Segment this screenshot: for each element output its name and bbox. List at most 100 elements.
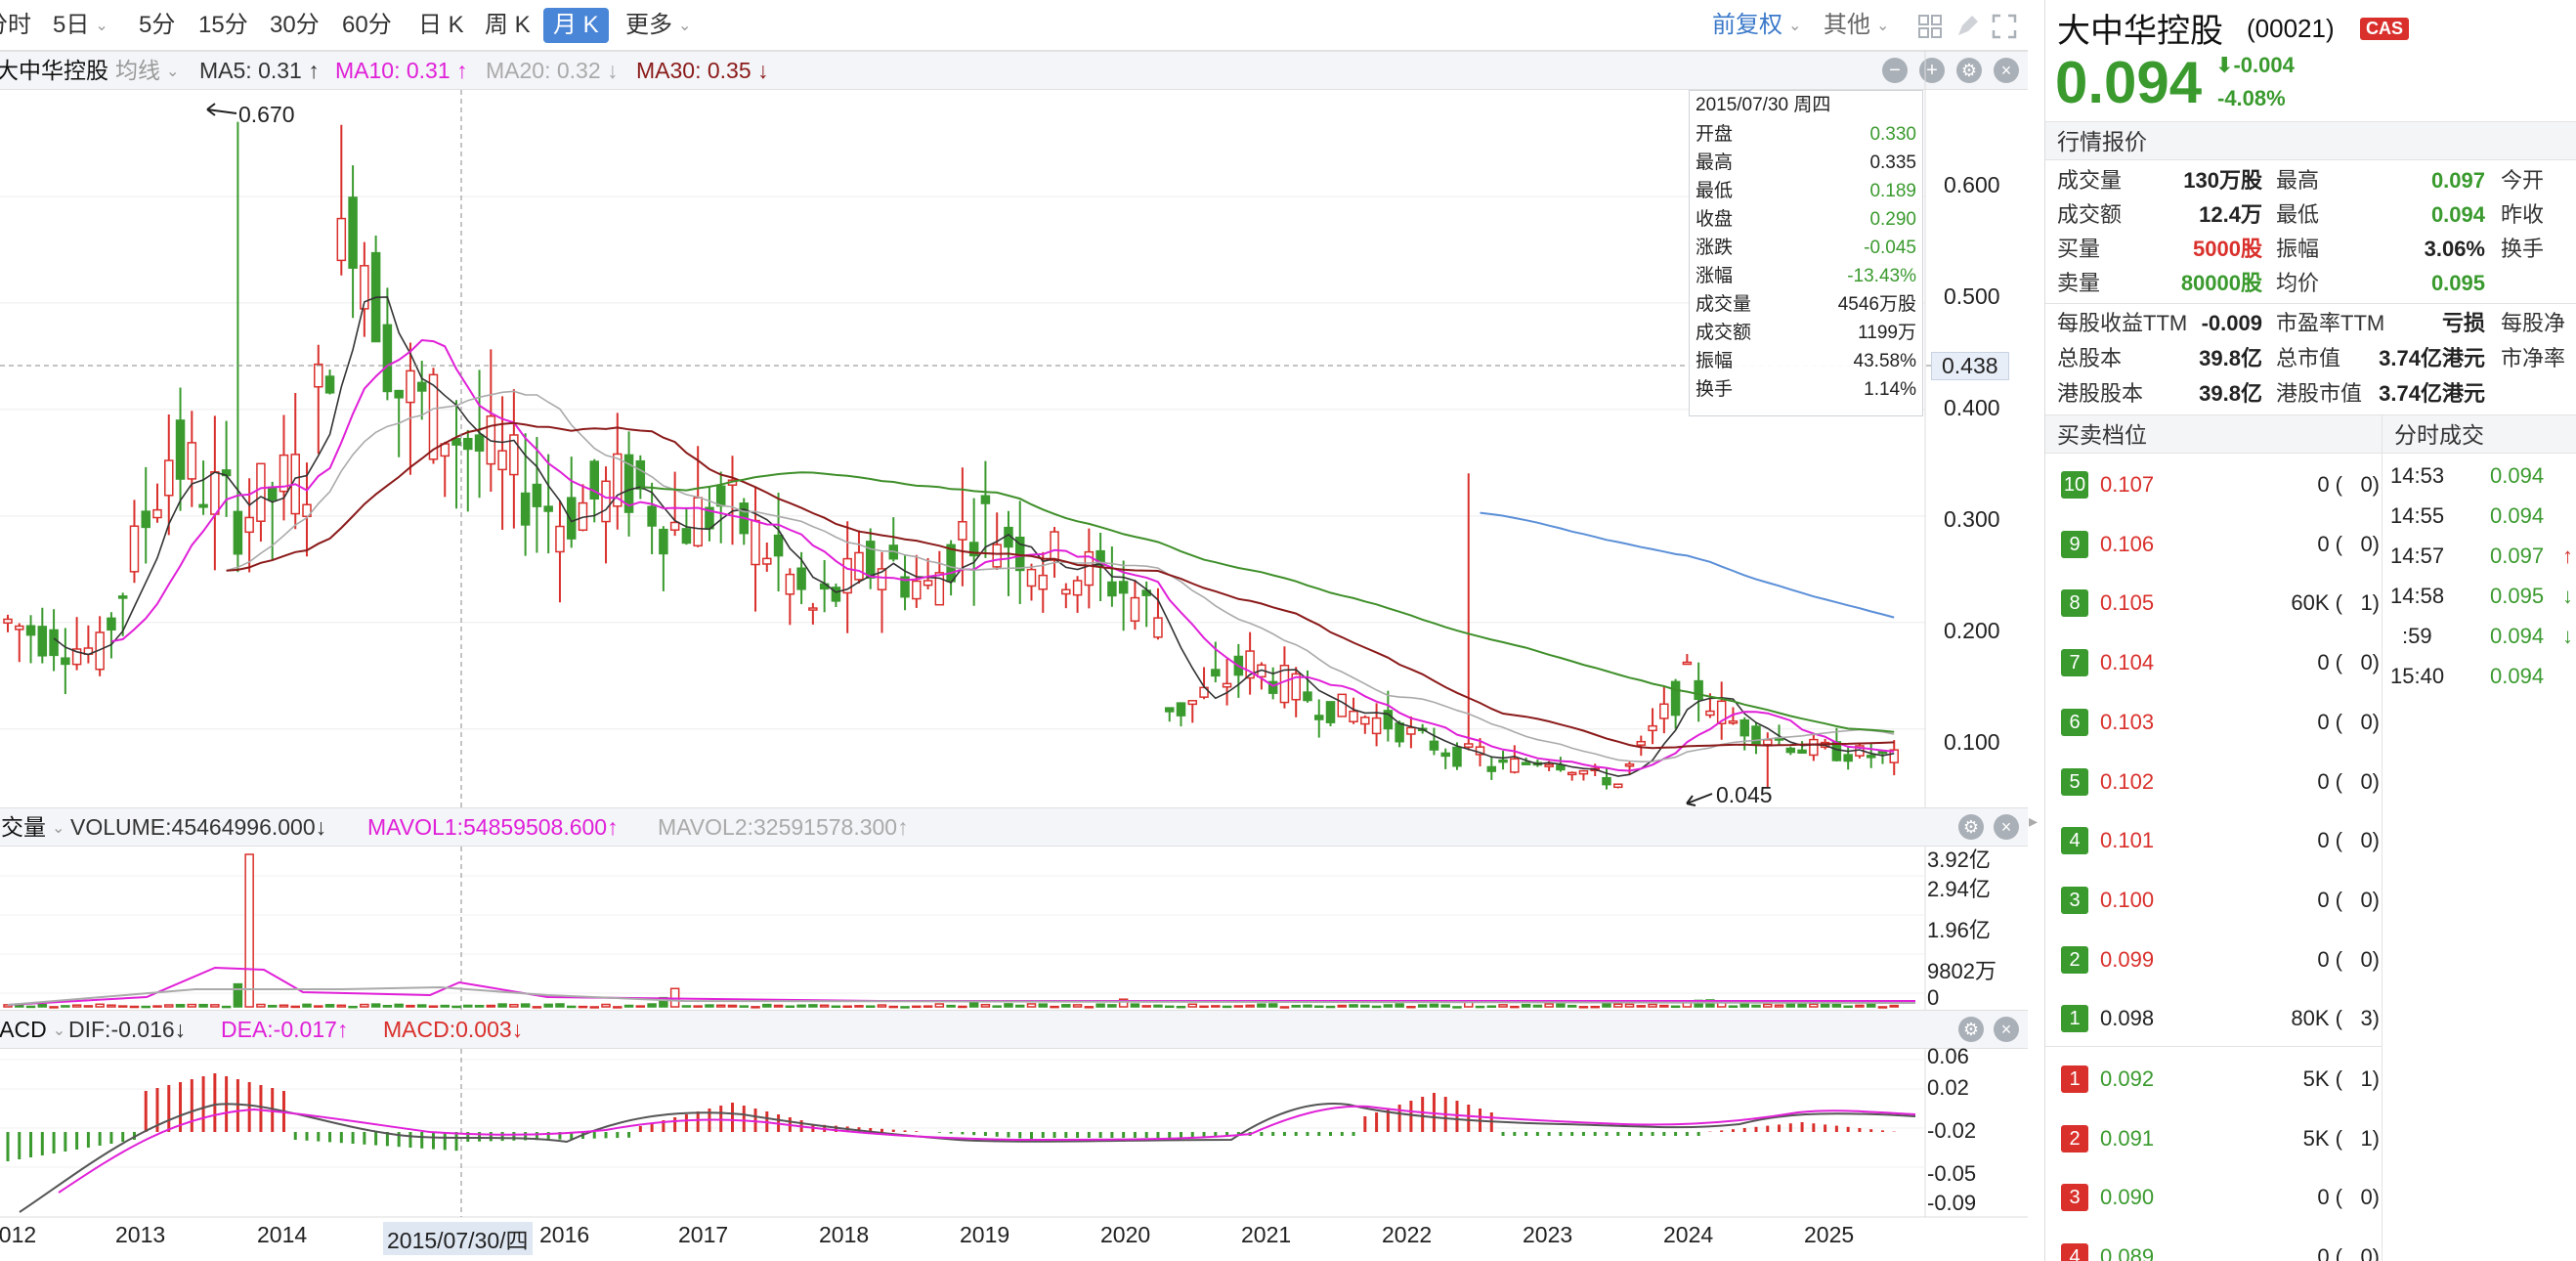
volume-bar: [1877, 1006, 1888, 1009]
ask-level-row[interactable]: 4 0.101 0 (0): [2045, 821, 2382, 860]
level-price: 0.103: [2100, 709, 2155, 734]
candle-body: [773, 534, 784, 557]
volume-bar: [1889, 1004, 1899, 1008]
tick-time: 14:57: [2390, 544, 2445, 568]
period-tab-60min[interactable]: 60分: [342, 12, 392, 38]
volume-bar: [1245, 1004, 1255, 1008]
tooltip-value: 0.335: [1869, 152, 1916, 173]
tooltip-row: 换手 1.14%: [1696, 375, 1916, 404]
adjust-dropdown[interactable]: 前复权 ⌄: [1712, 8, 1801, 43]
settings-gear-icon[interactable]: ⚙: [1958, 814, 1984, 840]
candle-body: [912, 580, 922, 600]
ask-level-row[interactable]: 6 0.103 0 (0): [2045, 703, 2382, 742]
ask-level-row[interactable]: 9 0.106 0 (0): [2045, 525, 2382, 564]
ask-level-row[interactable]: 5 0.102 0 (0): [2045, 762, 2382, 802]
tooltip-label: 振幅: [1696, 351, 1734, 371]
period-tab-5min[interactable]: 5分: [139, 12, 176, 38]
ask-level-row[interactable]: 1 0.098 80K (3): [2045, 999, 2382, 1038]
candle-body: [1383, 710, 1394, 730]
mavol2-line: [7, 985, 1916, 1006]
period-tab-timeshare[interactable]: 分时: [0, 12, 31, 38]
candle-body: [1785, 747, 1796, 754]
level-volume: 0 (: [2317, 472, 2342, 497]
volume-bar: [1670, 1005, 1681, 1009]
close-icon[interactable]: ×: [1994, 1017, 2019, 1042]
macd-indicator-dropdown[interactable]: MACD ⌄: [0, 1010, 65, 1051]
collapse-panel-handle[interactable]: ▸: [2029, 811, 2039, 831]
bid-level-row[interactable]: 2 0.091 5K (1): [2045, 1119, 2382, 1158]
volume-bar: [1371, 1005, 1382, 1009]
period-tab-weekly[interactable]: 周 K: [485, 12, 531, 38]
close-icon[interactable]: ×: [1994, 814, 2019, 840]
period-tab-5day-label: 5日: [53, 12, 90, 38]
level-volume: 0 (: [2317, 1244, 2342, 1261]
volume-indicator-dropdown[interactable]: 成交量 ⌄: [0, 807, 64, 848]
candle-body: [71, 648, 82, 666]
ma-type-dropdown[interactable]: 均线 ⌄: [115, 51, 179, 92]
ask-level-row[interactable]: 10 0.107 0 (0): [2045, 465, 2382, 504]
bid-level-row[interactable]: 1 0.092 5K (1): [2045, 1060, 2382, 1099]
bid-level-row[interactable]: 4 0.089 0 (0): [2045, 1238, 2382, 1261]
zoom-out-icon[interactable]: −: [1882, 58, 1908, 83]
quote-value: 5000股: [2193, 237, 2262, 261]
candle-body: [1267, 680, 1278, 694]
volume-bar: [946, 1004, 956, 1008]
settings-gear-icon[interactable]: ⚙: [1956, 58, 1982, 83]
x-axis-label: 2017: [678, 1222, 729, 1247]
tooltip-row: 成交额 1199万: [1696, 319, 1916, 347]
level-badge: 2: [2061, 1124, 2088, 1152]
period-tab-monthly[interactable]: 月 K: [543, 8, 609, 43]
candle-body: [37, 626, 48, 657]
price-axis-label: 0.300: [1944, 506, 2000, 532]
ask-level-row[interactable]: 8 0.105 60K (1): [2045, 584, 2382, 623]
candle-body: [1349, 710, 1358, 723]
candle-body: [256, 462, 266, 522]
period-tab-daily[interactable]: 日 K: [418, 12, 464, 38]
candle-body: [854, 551, 864, 581]
candle-body: [635, 459, 646, 490]
candle-body: [623, 454, 634, 513]
candle-body: [1889, 749, 1899, 763]
candle-body: [715, 485, 726, 507]
tooltip-label: 涨幅: [1696, 266, 1734, 286]
candle-body: [25, 625, 36, 636]
tooltip-value: -0.045: [1864, 238, 1916, 258]
ask-level-row[interactable]: 3 0.100 0 (0): [2045, 881, 2382, 920]
volume-bar: [25, 1005, 36, 1009]
tick-time: 15:40: [2390, 664, 2445, 688]
fullscreen-icon[interactable]: [1992, 14, 2017, 39]
settings-gear-icon[interactable]: ⚙: [1958, 1017, 1984, 1042]
bid-level-row[interactable]: 3 0.090 0 (0): [2045, 1178, 2382, 1217]
ask-level-row[interactable]: 7 0.104 0 (0): [2045, 643, 2382, 682]
volume-bar: [1337, 1004, 1348, 1008]
volume-bar: [370, 1003, 381, 1008]
period-tab-30min[interactable]: 30分: [270, 12, 320, 38]
candle-body: [1670, 680, 1681, 717]
tooltip-label: 开盘: [1696, 124, 1734, 145]
tooltip-value: 0.189: [1869, 181, 1916, 201]
volume-bar: [900, 1006, 910, 1009]
level-count: 0): [2360, 946, 2380, 972]
zoom-in-icon[interactable]: +: [1919, 58, 1945, 83]
candle-body: [1556, 764, 1566, 771]
close-icon[interactable]: ×: [1994, 58, 2019, 83]
volume-axis-label: 1.96亿: [1927, 918, 1991, 942]
other-dropdown[interactable]: 其他 ⌄: [1824, 8, 1889, 43]
tooltip-value: -13.43%: [1847, 266, 1916, 286]
volume-bar: [1602, 1003, 1611, 1008]
volume-bar: [348, 1005, 358, 1009]
draw-pen-icon[interactable]: [1954, 14, 1980, 39]
quote-label: 均价: [2276, 271, 2320, 295]
level-badge: 2: [2061, 945, 2088, 974]
tooltip-value: 43.58%: [1853, 351, 1916, 371]
grid-layout-icon[interactable]: [1917, 14, 1943, 39]
candlestick-chart[interactable]: [0, 0, 2028, 1261]
level-price: 0.107: [2100, 472, 2155, 497]
period-tab-5day[interactable]: 5日 ⌄: [53, 8, 108, 43]
volume-bar: [854, 1005, 864, 1008]
ask-level-row[interactable]: 2 0.099 0 (0): [2045, 940, 2382, 979]
x-axis-label: 2012: [0, 1222, 37, 1247]
period-more-menu[interactable]: 更多 ⌄: [625, 8, 691, 43]
period-tab-15min[interactable]: 15分: [198, 12, 248, 38]
x-axis-label: 2024: [1663, 1222, 1714, 1247]
